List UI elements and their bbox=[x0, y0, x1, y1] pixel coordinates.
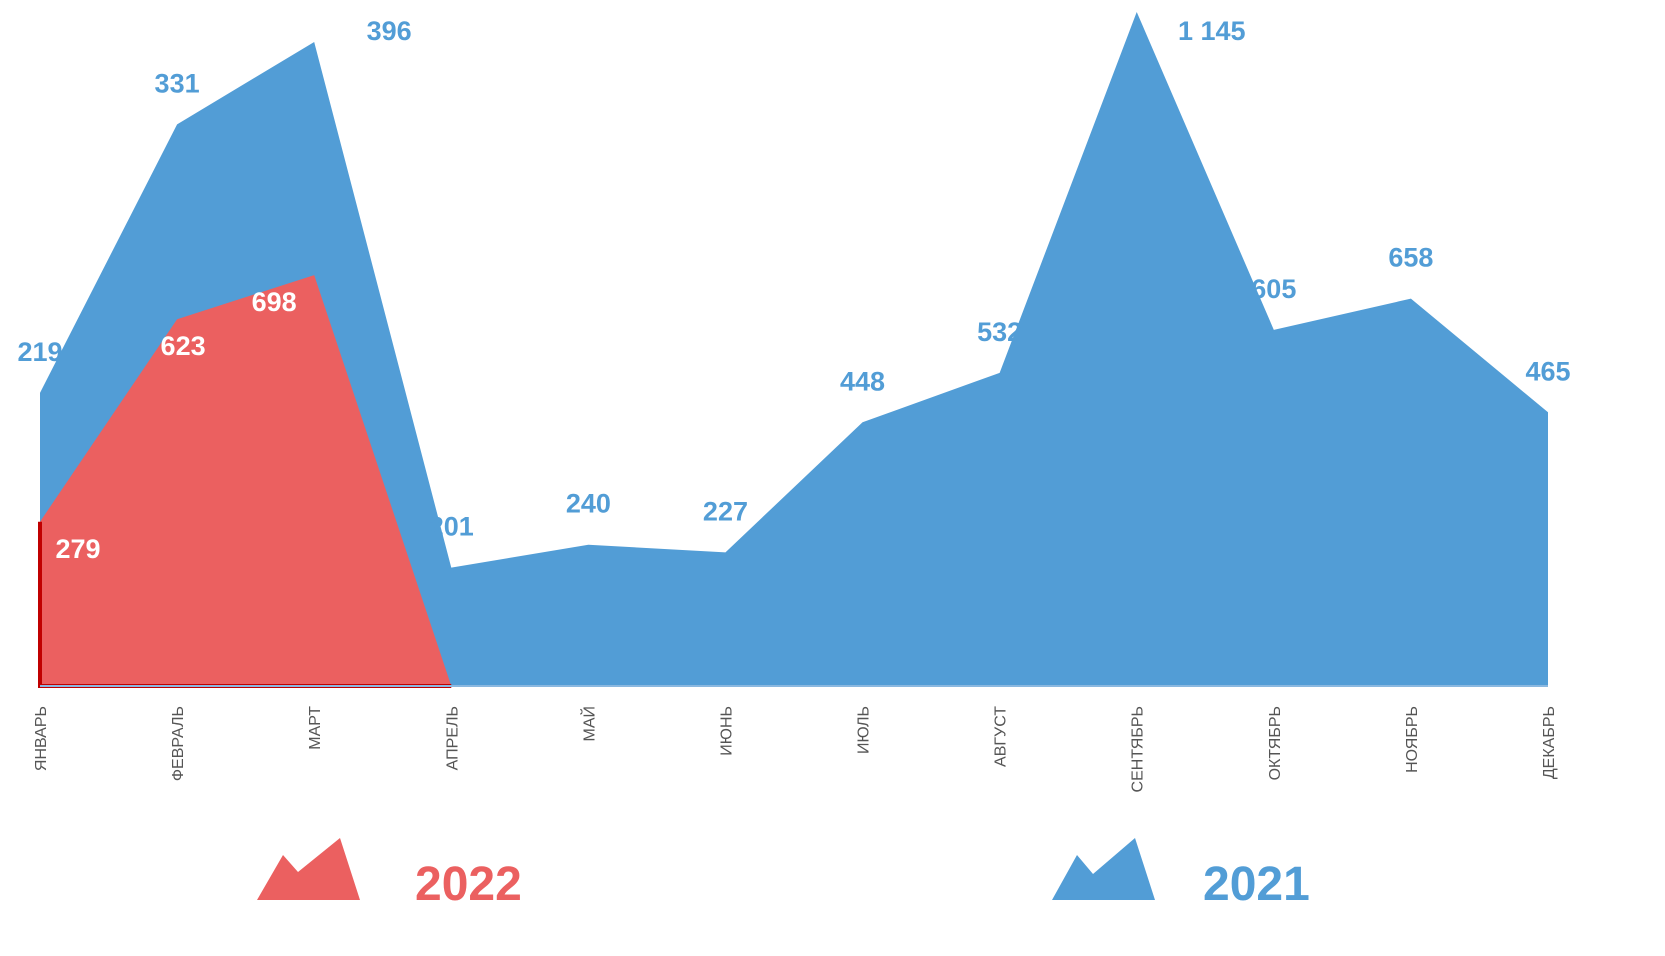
value-label: 279 bbox=[55, 534, 100, 564]
value-label: 448 bbox=[840, 366, 885, 396]
value-label: 465 bbox=[1525, 356, 1570, 386]
value-label: 396 bbox=[367, 16, 412, 46]
x-tick-label: ИЮЛЬ bbox=[856, 706, 873, 754]
x-tick-label: ДЕКАБРЬ bbox=[1541, 706, 1558, 779]
value-label: 201 bbox=[429, 512, 474, 542]
value-label: 331 bbox=[155, 68, 200, 98]
value-label: 240 bbox=[566, 489, 611, 519]
value-label: 658 bbox=[1388, 243, 1433, 273]
x-tick-label: ФЕВРАЛЬ bbox=[170, 706, 187, 781]
x-tick-label: НОЯБРЬ bbox=[1404, 706, 1421, 773]
legend-icon bbox=[1052, 838, 1155, 900]
area bbox=[40, 275, 452, 686]
value-label: 605 bbox=[1251, 274, 1296, 304]
legend-label: 2022 bbox=[415, 858, 522, 911]
x-tick-label: ОКТЯБРЬ bbox=[1267, 706, 1284, 780]
value-label: 227 bbox=[703, 496, 748, 526]
x-tick-label: АПРЕЛЬ bbox=[444, 706, 461, 770]
value-label: 1 145 bbox=[1178, 16, 1246, 46]
value-label: 698 bbox=[252, 287, 297, 317]
legend-label: 2021 bbox=[1203, 858, 1310, 911]
area bbox=[40, 11, 1548, 686]
value-label: 532 bbox=[977, 317, 1022, 347]
x-tick-label: АВГУСТ bbox=[993, 706, 1010, 767]
x-tick-label: ИЮНЬ bbox=[718, 706, 735, 756]
x-tick-label: СЕНТЯБРЬ bbox=[1130, 706, 1147, 792]
legend-icon bbox=[257, 838, 360, 900]
value-label: 623 bbox=[161, 331, 206, 361]
x-tick-label: ЯНВАРЬ bbox=[33, 706, 50, 771]
x-tick-label: МАЙ bbox=[579, 706, 598, 742]
x-tick-label: МАРТ bbox=[307, 706, 324, 750]
value-label: 219 bbox=[17, 337, 62, 367]
